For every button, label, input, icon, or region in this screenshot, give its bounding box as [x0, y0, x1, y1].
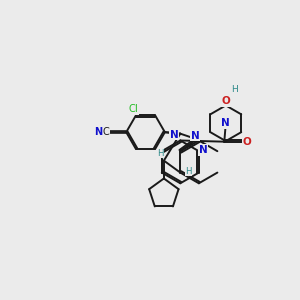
Text: O: O: [242, 137, 251, 147]
Text: H: H: [185, 167, 192, 176]
Text: N: N: [199, 145, 207, 155]
Text: Cl: Cl: [129, 104, 138, 114]
Text: C: C: [102, 127, 109, 137]
Text: H: H: [231, 85, 238, 94]
Text: O: O: [221, 96, 230, 106]
Text: H: H: [157, 149, 164, 158]
Text: N: N: [221, 118, 230, 128]
Text: N: N: [170, 130, 179, 140]
Text: N: N: [94, 127, 103, 137]
Text: N: N: [191, 131, 200, 141]
